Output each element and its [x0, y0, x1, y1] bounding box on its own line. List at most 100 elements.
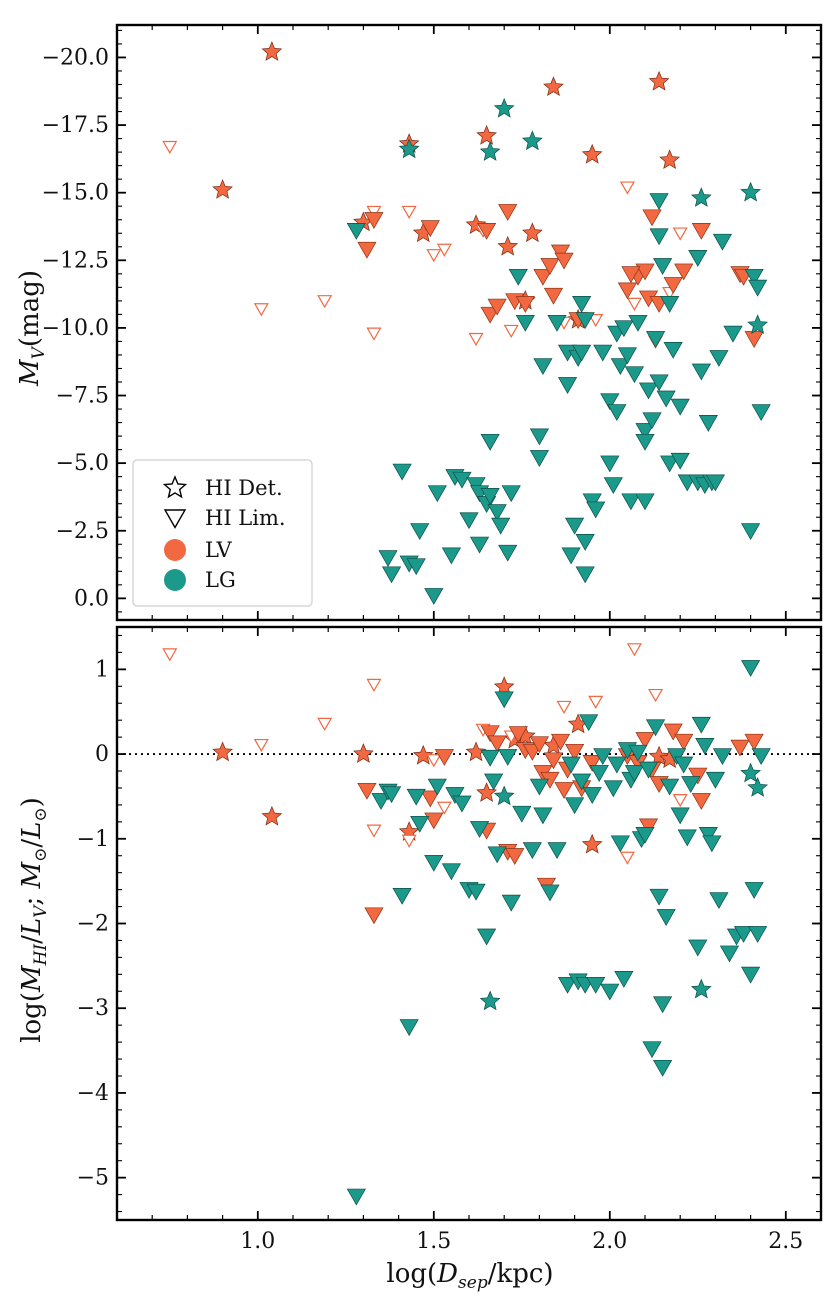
lv-lim-filled-point	[691, 793, 711, 810]
lv-lim-open-point	[626, 297, 642, 311]
lg-lim-filled-point	[557, 976, 578, 994]
lg-lim-filled-point	[547, 842, 567, 860]
lower-panel: 1 0 −1 −2 −3 −4 −5 1.0 1.5 2.0 2.5	[77, 625, 823, 1254]
lv-lim-filled-point	[543, 752, 564, 770]
lg-lim-filled-point	[508, 268, 528, 286]
lg-lim-filled-point	[740, 523, 761, 541]
lg-lim-filled-point	[733, 926, 754, 943]
lg-lim-filled-point	[381, 566, 402, 584]
lv-lim-open-point	[401, 834, 417, 848]
lg-lim-filled-point	[564, 517, 585, 535]
y-tick-label: −1	[77, 827, 109, 852]
lg-lim-filled-point	[452, 795, 472, 813]
lg-lim-filled-point	[487, 846, 507, 864]
lg-lim-filled-point	[381, 786, 402, 804]
lv-det-point	[497, 235, 519, 256]
legend-marker-hi-lim	[163, 509, 187, 529]
lg-lim-filled-point	[698, 827, 718, 844]
lg-lim-filled-point	[691, 363, 711, 381]
lg-lim-filled-point	[427, 485, 447, 503]
y-tick-label: −17.5	[42, 113, 109, 138]
upper-y-axis-title: MV(mag)	[15, 270, 49, 387]
lg-lim-filled-point	[498, 544, 518, 562]
lv-det-point	[659, 149, 681, 170]
y-tick-label: 0	[95, 742, 109, 767]
lg-lim-filled-point	[498, 749, 518, 766]
x-tick-label: 2.5	[768, 1229, 803, 1254]
lv-lim-filled-point	[554, 252, 574, 270]
lv-det-point	[465, 741, 487, 762]
lg-lim-filled-point	[540, 884, 560, 902]
lg-lim-filled-point	[628, 744, 648, 762]
lg-det-point	[479, 141, 501, 161]
lg-lim-filled-point	[656, 390, 676, 408]
lv-lim-filled-point	[564, 743, 585, 761]
lg-lim-filled-point	[603, 477, 623, 495]
lg-lim-filled-point	[688, 250, 708, 267]
lg-lim-filled-point	[600, 455, 620, 473]
lg-lim-filled-point	[480, 749, 500, 767]
lg-lim-filled-point	[406, 788, 426, 806]
lv-lim-open-point	[672, 227, 688, 241]
lg-lim-filled-point	[533, 358, 553, 376]
y-tick-label: −15.0	[42, 181, 109, 206]
legend-label: HI Det.	[205, 476, 283, 500]
lv-lim-open-point	[162, 648, 178, 662]
lg-lim-filled-point	[698, 415, 718, 432]
lg-lim-filled-point	[561, 547, 581, 565]
lg-lim-filled-point	[476, 928, 497, 946]
lv-lim-filled-point	[515, 296, 535, 313]
y-tick-label: −4	[77, 1081, 109, 1106]
y-tick-label: −2	[77, 912, 109, 937]
lv-lim-filled-point	[505, 848, 525, 865]
lg-lim-filled-point	[660, 455, 680, 473]
lg-lim-filled-point	[635, 423, 655, 440]
lv-lim-filled-point	[487, 298, 507, 316]
y-tick-label: −7.5	[56, 384, 109, 409]
lg-lim-filled-point	[579, 714, 599, 732]
lg-lim-filled-point	[582, 787, 602, 804]
lv-lim-filled-point	[688, 767, 708, 785]
lg-lim-filled-point	[533, 807, 553, 825]
lv-lim-open-point	[366, 678, 382, 692]
lv-lim-open-point	[253, 303, 269, 317]
lv-lim-open-point	[672, 794, 688, 808]
lg-lim-filled-point	[649, 228, 669, 246]
lv-det-point	[476, 124, 497, 145]
lg-lim-filled-point	[667, 748, 687, 766]
x-tick-label: 1.0	[240, 1229, 275, 1254]
lg-lim-filled-point	[406, 558, 426, 576]
lg-lim-filled-point	[469, 821, 490, 838]
lg-lim-filled-point	[614, 320, 634, 338]
lg-lim-filled-point	[572, 344, 592, 362]
y-tick-label: 0.0	[74, 586, 109, 611]
lg-lim-filled-point	[617, 347, 638, 365]
lg-lim-filled-point	[624, 366, 645, 384]
lg-lim-filled-point	[670, 452, 690, 470]
lv-lim-filled-point	[357, 782, 377, 800]
lg-det-point	[740, 762, 761, 783]
lg-lim-filled-point	[670, 807, 690, 825]
lg-lim-filled-point	[670, 398, 690, 416]
lv-lim-filled-point	[550, 733, 571, 751]
x-axis-title: log(Dsep/kpc)	[386, 1259, 553, 1293]
lv-lim-open-point	[556, 700, 572, 715]
lv-lim-filled-point	[364, 212, 384, 229]
plot-frame	[115, 625, 823, 1222]
lg-lim-filled-point	[392, 887, 412, 905]
lg-lim-filled-point	[459, 512, 479, 530]
lv-lim-filled-point	[529, 736, 550, 754]
lg-lim-filled-point	[688, 939, 708, 957]
lv-det-point	[648, 745, 670, 766]
lv-lim-open-point	[619, 181, 635, 195]
lg-det-point	[747, 777, 769, 797]
lg-lim-filled-point	[512, 805, 532, 823]
lg-lim-filled-point	[649, 193, 669, 211]
lv-det-point	[212, 179, 233, 199]
lg-lim-filled-point	[712, 233, 733, 251]
lv-lim-filled-point	[540, 258, 560, 275]
lg-lim-filled-point	[557, 377, 578, 394]
lv-lim-open-point	[253, 738, 269, 753]
lv-lim-open-point	[426, 249, 442, 263]
lv-lim-filled-point	[617, 282, 638, 300]
